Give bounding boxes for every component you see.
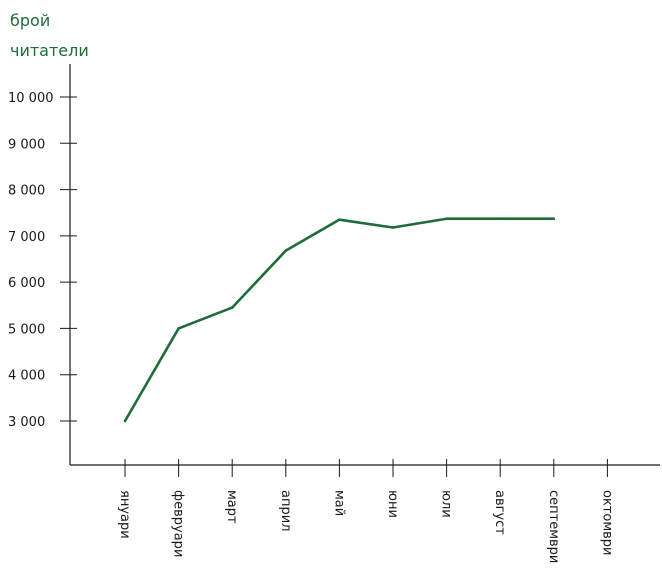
data-point: [391, 226, 395, 229]
data-point: [498, 217, 502, 221]
x-tick-label: февруари: [171, 490, 186, 557]
y-axis-label-line-2: читатели: [10, 41, 89, 60]
y-tick-label: 4 000: [8, 369, 45, 384]
data-point: [230, 306, 234, 309]
data-point: [445, 217, 448, 221]
y-tick-label: 10 000: [8, 91, 54, 106]
x-tick-label: юли: [439, 490, 454, 518]
x-ticks: януари февруари март април май юни юли август се…: [117, 459, 614, 563]
x-tick-label: август: [492, 490, 507, 535]
series-line: [123, 217, 554, 422]
y-ticks: 3 000 4 000 5 000 6 000 7 000 8 000 9 000 10 00…: [8, 91, 77, 430]
y-tick-label: 8 000: [8, 184, 45, 199]
y-axis-label-line-1: брой: [10, 11, 50, 30]
y-tick-label: 7 000: [8, 230, 45, 245]
y-tick-label: 5 000: [8, 322, 45, 337]
y-tick-label: 3 000: [8, 415, 45, 430]
data-point: [284, 249, 288, 252]
data-point: [177, 327, 180, 330]
axes: [69, 64, 660, 466]
y-tick-label: 6 000: [8, 276, 45, 291]
data-point: [338, 218, 341, 221]
x-tick-label: октомври: [599, 490, 614, 556]
x-tick-label: май: [331, 490, 346, 516]
y-tick-label: 9 000: [8, 137, 45, 152]
data-point: [552, 217, 556, 221]
x-tick-label: септември: [546, 490, 561, 563]
series-group: [123, 217, 556, 423]
x-tick-label: март: [224, 490, 239, 524]
x-tick-label: април: [278, 490, 293, 531]
x-tick-label: януари: [117, 490, 132, 539]
x-tick-label: юни: [385, 490, 400, 518]
data-point: [123, 419, 127, 423]
